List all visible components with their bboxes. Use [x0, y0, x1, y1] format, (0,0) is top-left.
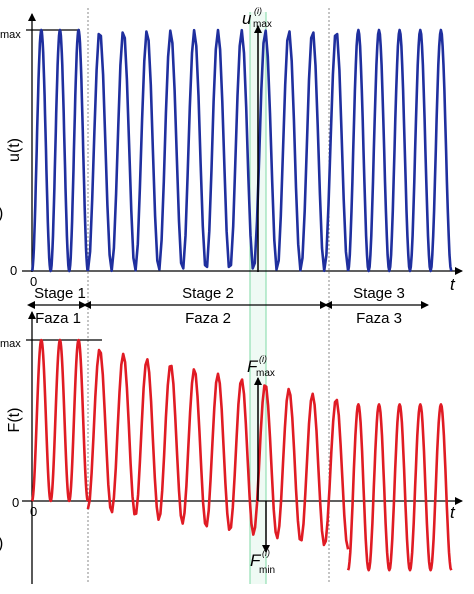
u-max-label: u (i) max [242, 6, 272, 30]
bottom-x-tick-zero: 0 [30, 504, 37, 519]
bottom-y-axis-label: F(t) [6, 408, 23, 433]
u-max-subscript: max [253, 19, 272, 30]
F-min-label: F (i) min [250, 548, 275, 576]
bottom-y-tick-max: max [0, 338, 21, 350]
F-max-label: F (i) max [247, 354, 275, 379]
bottom-y-tick-zero: 0 [12, 495, 19, 510]
F-max-subscript: max [256, 368, 275, 379]
faza-1-label: Faza 1 [35, 310, 81, 327]
top-x-axis-label: t [450, 275, 456, 294]
side-mark-bottom: ) [0, 535, 3, 552]
bottom-x-axis-label: t [450, 503, 456, 522]
stage-3-label: Stage 3 [353, 285, 405, 302]
F-max-symbol: F [247, 357, 259, 376]
top-panel: max 0 0 t u(t) ) u (i) max [0, 6, 463, 294]
bottom-panel: max 0 0 t F(t) ) F (i) max F (i) min [0, 311, 463, 584]
stage-2-label: Stage 2 [182, 285, 234, 302]
u-max-superscript: (i) [254, 6, 262, 16]
faza-3-label: Faza 3 [356, 310, 402, 327]
top-x-tick-zero: 0 [30, 274, 37, 289]
F-min-superscript: (i) [262, 548, 270, 558]
F-min-symbol: F [250, 551, 262, 570]
top-y-axis-label: u(t) [6, 138, 23, 162]
F-series-line [30, 338, 453, 572]
side-mark-top: ) [0, 205, 3, 222]
top-y-tick-max: max [0, 29, 21, 41]
u-max-symbol: u [242, 9, 252, 28]
stage-bands: Stage 1 Stage 2 Stage 3 Faza 1 Faza 2 Fa… [27, 285, 429, 327]
F-min-subscript: min [259, 565, 275, 576]
stage-1-label: Stage 1 [34, 285, 86, 302]
highlight-band [250, 12, 266, 584]
F-max-superscript: (i) [259, 354, 267, 364]
top-y-tick-zero: 0 [10, 263, 17, 278]
u-series-line [30, 28, 453, 273]
faza-2-label: Faza 2 [185, 310, 231, 327]
